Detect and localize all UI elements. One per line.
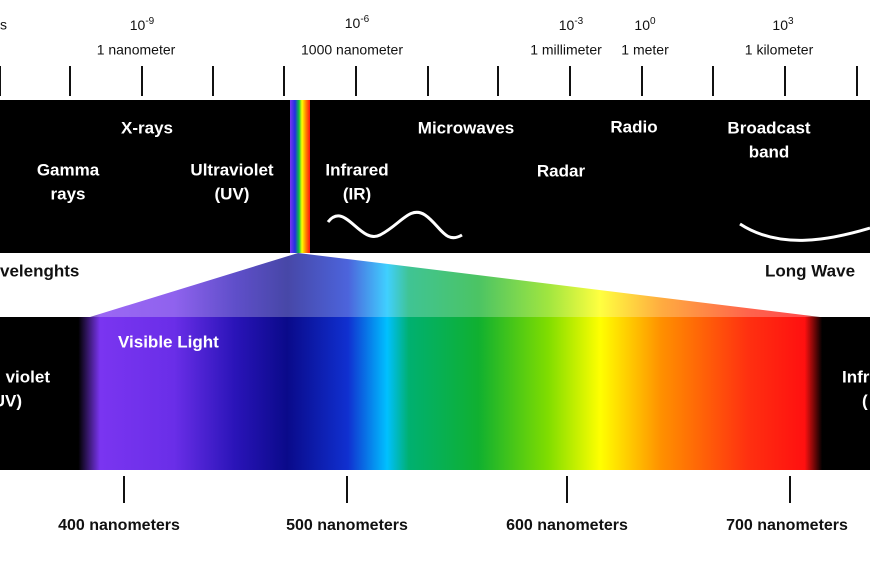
scale-power: 10-6 [345, 14, 370, 31]
scale-label: 1 millimeter [530, 42, 602, 58]
scale-power: 100 [634, 16, 656, 33]
band-label: (UV) [215, 184, 250, 203]
power-exponent: -3 [574, 16, 583, 27]
band-label: Radio [610, 117, 657, 136]
nm-label: 600 nanometers [506, 517, 628, 534]
band-label: Ultraviolet [190, 160, 273, 179]
band-label: Microwaves [418, 118, 514, 137]
infrared-wave [326, 211, 463, 239]
broadcast-wave [739, 222, 870, 242]
nm-label: 400 nanometers [58, 517, 180, 534]
power-base: 10 [345, 15, 361, 31]
band-label: rays [51, 184, 86, 203]
visible-funnel [90, 253, 820, 317]
power-exponent: -6 [360, 14, 369, 25]
wavelength-label: Long Wave [765, 261, 855, 280]
power-exponent: -9 [145, 16, 154, 27]
power-exponent: 0 [650, 16, 656, 27]
band-label: X-rays [121, 118, 173, 137]
visible-band [0, 317, 870, 470]
scale-power: 103 [772, 16, 794, 33]
visible-strip [290, 100, 310, 253]
power-base: 10 [559, 17, 575, 33]
scale-label: 1 kilometer [745, 42, 814, 58]
scale-label: 1 meter [621, 42, 669, 58]
visible-title: Visible Light [118, 332, 219, 351]
band-label: Infrared [325, 160, 388, 179]
nm-label: 500 nanometers [286, 517, 408, 534]
band-label: ( [862, 391, 868, 410]
power-base: 10 [634, 17, 650, 33]
spectrum-band [0, 100, 870, 253]
scale-power: 10-9 [130, 16, 155, 33]
power-base: 10 [130, 17, 146, 33]
band-label: band [749, 142, 790, 161]
scale-label: 1000 nanometer [301, 42, 403, 58]
scale-label: s [0, 17, 7, 33]
nm-label: 700 nanometers [726, 517, 848, 534]
band-label: Radar [537, 161, 586, 180]
band-label: violet [6, 367, 51, 386]
scale-ticks [0, 66, 858, 96]
power-base: 10 [772, 17, 788, 33]
wavelength-label: velenghts [0, 261, 79, 280]
scale-power: 10-3 [559, 16, 584, 33]
band-label: (IR) [343, 184, 371, 203]
band-label: Gamma [37, 160, 100, 179]
band-label: Broadcast [727, 118, 810, 137]
band-label: UV) [0, 391, 22, 410]
scale-label: 1 nanometer [97, 42, 176, 58]
band-label: Infr [842, 367, 870, 386]
power-exponent: 3 [788, 16, 794, 27]
